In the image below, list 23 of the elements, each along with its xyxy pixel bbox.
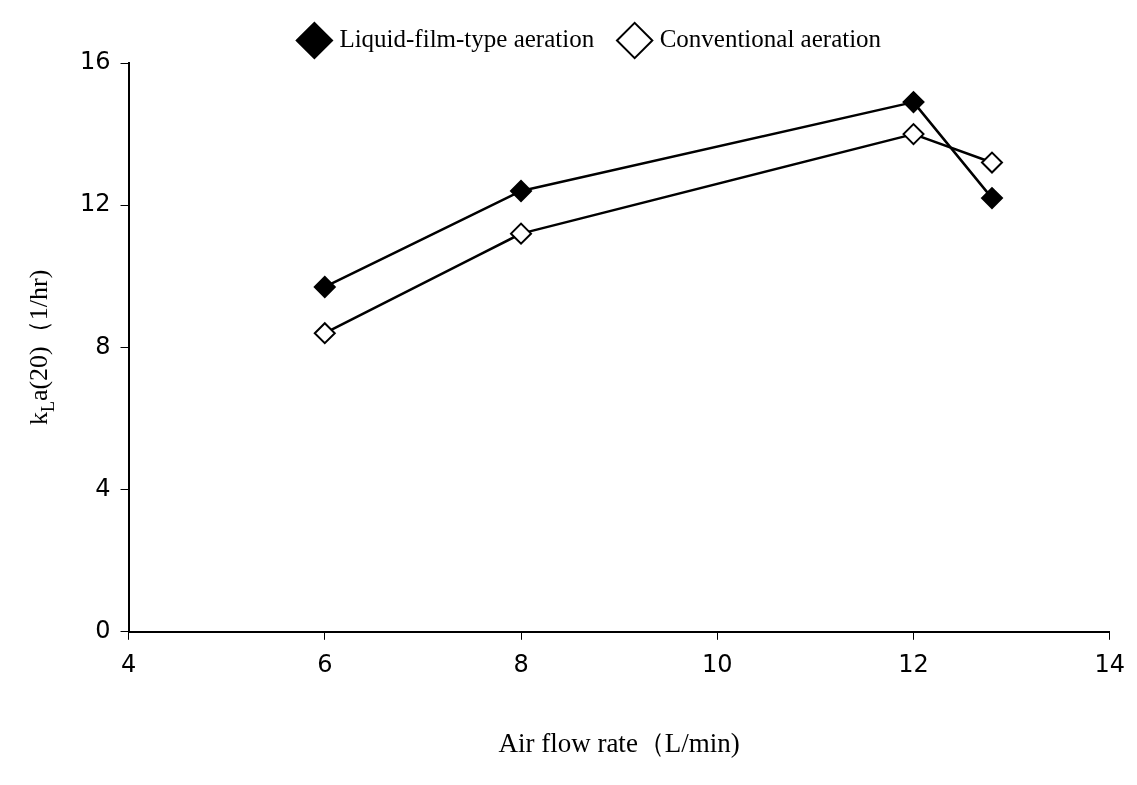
point (980, 151, 1003, 174)
point (902, 123, 925, 146)
y-tick-label: 12 (79, 189, 111, 218)
x-tick-label: 4 (120, 650, 137, 679)
x-tick-label: 14 (1094, 650, 1125, 679)
point (510, 179, 533, 202)
point (510, 222, 533, 245)
x-axis-title: Air flow rate（L/min) (498, 727, 740, 758)
y-tick-label: 4 (95, 473, 111, 502)
x-tick-label: 8 (513, 650, 529, 679)
legend-label: Liquid-film-type aeration (339, 25, 595, 53)
y-tick-label: 0 (95, 616, 111, 645)
x-tick-label: 6 (317, 650, 333, 679)
point (313, 275, 336, 298)
point (313, 322, 336, 345)
y-tick-label: 16 (79, 47, 111, 76)
y-tick-label: 8 (95, 331, 111, 360)
y-axis-title: kLa(20)（1/hr) (24, 269, 58, 426)
point (980, 187, 1003, 210)
x-tick-label: 12 (898, 650, 929, 679)
point (902, 91, 925, 114)
x-tick-label: 10 (701, 650, 733, 679)
legend-label: Conventional aeration (659, 25, 882, 53)
